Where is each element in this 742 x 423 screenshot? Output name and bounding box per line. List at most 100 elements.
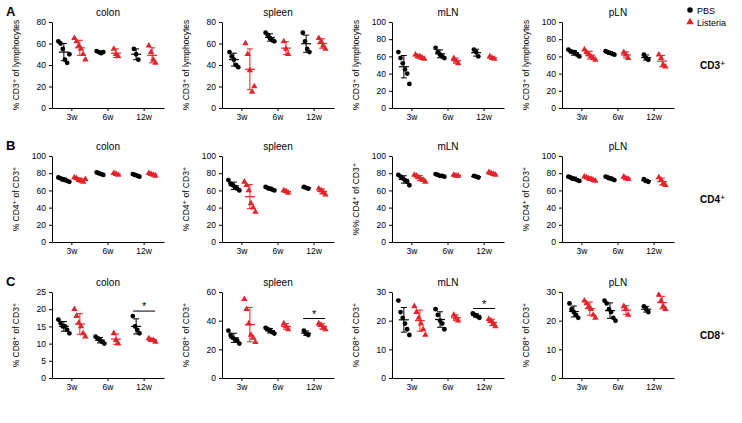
mean-line [95, 51, 105, 52]
error-cap [587, 177, 593, 178]
y-tick: 60 [207, 287, 222, 297]
y-tick: 20 [37, 82, 52, 92]
x-tick-label: 6w [443, 246, 455, 256]
y-tick: 80 [547, 168, 562, 178]
point [242, 40, 248, 46]
y-tick: 80 [207, 17, 222, 27]
point [477, 315, 482, 320]
error-bar [249, 49, 250, 90]
y-tick-label: 5 [41, 356, 46, 366]
y-tick-mark [559, 56, 562, 57]
point [658, 297, 664, 303]
mean-line [621, 178, 631, 179]
error-cap [607, 179, 613, 180]
error-bar [322, 189, 323, 194]
panel: 0204060801003w6w12wcolon% CD4⁺ of CD3⁺ [11, 141, 165, 256]
y-tick-label: 80 [37, 168, 47, 178]
y-tick-mark [559, 242, 562, 243]
y-tick: 40 [207, 60, 222, 70]
x-tick: 6w [273, 378, 285, 392]
error-cap [133, 48, 139, 49]
panel: 0204060801003w6w12wpLN% CD3⁺ of lymphocy… [521, 6, 726, 123]
error-cap [303, 330, 309, 331]
error-bar [249, 307, 250, 341]
y-tick-mark [49, 309, 52, 310]
y-tick-mark [389, 173, 392, 174]
error-cap [247, 208, 253, 209]
error-cap [319, 194, 325, 195]
y-tick-mark [219, 22, 222, 23]
y-tick: 20 [207, 220, 222, 230]
error-cap [659, 308, 665, 309]
point [662, 63, 668, 69]
error-cap [473, 313, 479, 314]
error-cap [97, 174, 103, 175]
chart-title: mLN [437, 277, 458, 288]
x-axis: 3w6w12w [53, 242, 165, 256]
error-cap [401, 332, 407, 333]
point [398, 310, 403, 315]
y-tick: 0 [41, 237, 52, 247]
error-bar [63, 322, 64, 332]
error-cap [401, 307, 407, 308]
y-tick-label: 40 [547, 69, 557, 79]
error-cap [231, 333, 237, 334]
mean-line [641, 180, 651, 181]
error-cap [571, 306, 577, 307]
error-cap [97, 172, 103, 173]
error-bar [646, 306, 647, 312]
y-tick-mark [49, 326, 52, 327]
y-tick-label: 40 [37, 203, 47, 213]
y-tick-label: 0 [41, 103, 46, 113]
y-tick: 100 [202, 151, 222, 161]
error-bar [492, 319, 493, 325]
point [130, 314, 135, 319]
error-cap [319, 38, 325, 39]
marks [227, 30, 329, 93]
y-axis: 020406080100 [32, 151, 53, 247]
y-tick-mark [219, 292, 222, 293]
error-cap [113, 48, 119, 49]
x-tick-label: 12w [136, 382, 152, 392]
y-tick-mark [49, 344, 52, 345]
error-bar [573, 50, 574, 55]
point [227, 50, 232, 55]
y-tick-mark [559, 349, 562, 350]
y-tick-label: 40 [37, 60, 47, 70]
y-tick-label: 0 [211, 103, 216, 113]
y-tick-mark [49, 108, 52, 109]
y-tick-mark [389, 39, 392, 40]
y-tick: 60 [207, 39, 222, 49]
y-tick: 0 [41, 373, 52, 383]
x-tick-mark [618, 108, 619, 111]
y-axis: 020406080 [207, 17, 223, 113]
x-tick: 6w [103, 378, 115, 392]
error-cap [401, 77, 407, 78]
y-tick: 60 [37, 186, 52, 196]
y-tick-mark [219, 349, 222, 350]
point [396, 50, 401, 55]
y-tick-label: 100 [542, 17, 556, 27]
error-cap [149, 62, 155, 63]
error-cap [437, 57, 443, 58]
point [272, 331, 277, 336]
error-bar [322, 39, 323, 48]
error-cap [247, 48, 253, 49]
y-tick-mark [389, 91, 392, 92]
point [604, 301, 609, 306]
error-cap [417, 331, 423, 332]
error-cap [643, 179, 649, 180]
y-tick-label: 80 [547, 168, 557, 178]
x-tick-mark [581, 108, 582, 111]
y-axis-line [392, 23, 393, 109]
point [658, 54, 664, 60]
x-tick: 3w [236, 108, 248, 122]
x-tick-mark [71, 378, 72, 381]
error-cap [77, 334, 83, 335]
y-tick: 5 [41, 356, 52, 366]
y-tick: 60 [547, 186, 562, 196]
marks [566, 173, 669, 187]
y-tick-mark [389, 74, 392, 75]
y-axis: 020406080100 [372, 17, 393, 113]
x-tick-label: 6w [273, 246, 285, 256]
